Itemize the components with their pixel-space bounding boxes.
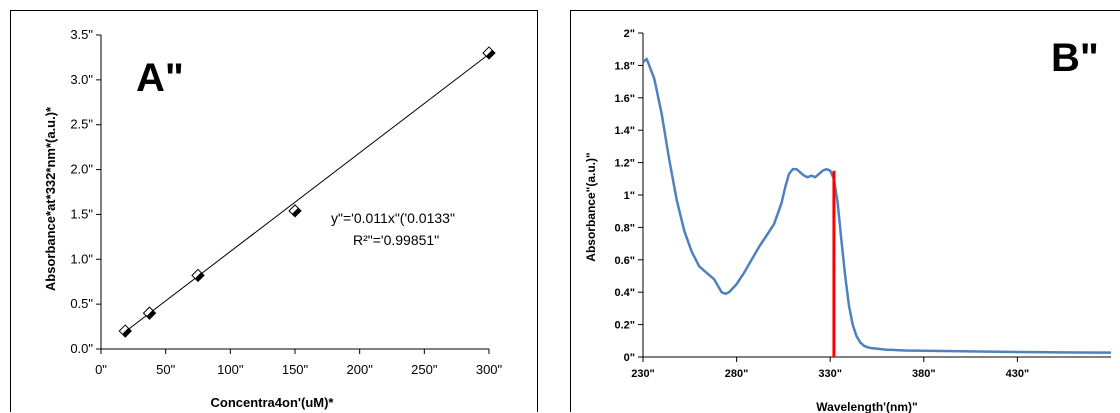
x-axis-label-a: Concentra4on'(uM)* xyxy=(211,395,335,410)
x-tick-label-a: 150" xyxy=(282,362,309,377)
y-tick-label-a: 1.0" xyxy=(70,251,93,266)
r-squared-annotation: R²"='0.99851" xyxy=(353,232,439,248)
x-tick-label-b: 380" xyxy=(912,368,936,380)
x-tick-label-b: 330" xyxy=(818,368,842,380)
y-tick-label-b: 0.4" xyxy=(614,287,635,299)
y-tick-label-a: 0.5" xyxy=(70,296,93,311)
x-tick-label-a: 300" xyxy=(476,362,503,377)
x-tick-label-a: 200" xyxy=(347,362,374,377)
calibration-chart: 0" 50" 100" 150" 200" 250" 300" 0.0" 0.5" 1.0" 1.5… xyxy=(43,27,503,410)
data-point xyxy=(142,306,157,320)
spectrum-line xyxy=(642,57,1112,354)
y-tick-label-a: 2.0" xyxy=(70,162,93,177)
x-tick-label-a: 50" xyxy=(156,362,175,377)
x-tick-label-b: 430" xyxy=(1006,368,1030,380)
y-axis-label-b: Absorbance"(a.u.)" xyxy=(584,152,598,261)
data-point xyxy=(191,268,205,283)
y-tick-label-a: 0.0" xyxy=(70,341,93,356)
data-point xyxy=(482,46,496,60)
y-tick-label-a: 1.5" xyxy=(70,206,93,221)
y-tick-label-b: 0" xyxy=(624,352,635,364)
y-tick-label-b: 1" xyxy=(624,190,635,202)
y-tick-label-a: 3.5" xyxy=(70,27,93,42)
y-tick-label-a: 2.5" xyxy=(70,117,93,132)
chart-panel-a: 0" 50" 100" 150" 200" 250" 300" 0.0" 0.5" 1.0" 1.5… xyxy=(10,10,538,412)
x-axis-label-b: Wavelength'(nm)" xyxy=(816,400,917,413)
spectrum-chart: 230" 280" 330" 380" 430" 0" 0.2" 0.4" 0.6" 0.8" 1"… xyxy=(584,28,1112,413)
data-point xyxy=(118,324,132,338)
y-tick-label-b: 1.2" xyxy=(614,158,635,170)
x-tick-label-b: 230" xyxy=(631,368,655,380)
x-tick-label-a: 100" xyxy=(217,362,244,377)
panel-label-a: A" xyxy=(136,56,184,100)
equation-annotation: y"='0.011x"('0.0133" xyxy=(331,210,455,226)
trendline xyxy=(124,53,490,333)
y-tick-label-b: 1.4" xyxy=(614,125,635,137)
x-tick-label-b: 280" xyxy=(725,368,749,380)
y-axis-label-a: Absorbance*at*332*nm*(a.u.)* xyxy=(43,106,58,291)
y-tick-label-a: 3.0" xyxy=(70,72,93,87)
chart-panel-b: 230" 280" 330" 380" 430" 0" 0.2" 0.4" 0.6" 0.8" 1"… xyxy=(570,10,1120,413)
y-tick-label-b: 1.8" xyxy=(614,60,635,72)
y-tick-label-b: 1.6" xyxy=(614,93,635,105)
data-point xyxy=(288,204,302,218)
panel-label-b: B" xyxy=(1051,36,1099,80)
y-tick-label-b: 2" xyxy=(624,28,635,40)
y-tick-label-b: 0.8" xyxy=(614,222,635,234)
y-tick-label-b: 0.6" xyxy=(614,255,635,267)
x-tick-label-a: 250" xyxy=(411,362,438,377)
x-tick-label-a: 0" xyxy=(95,362,107,377)
y-tick-label-b: 0.2" xyxy=(614,320,635,332)
